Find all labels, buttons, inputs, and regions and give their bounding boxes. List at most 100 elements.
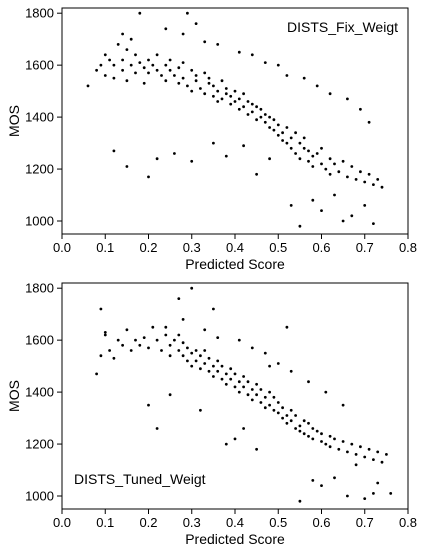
bottom-data-point — [203, 349, 207, 352]
top-data-point — [276, 63, 280, 67]
bottom-data-point — [199, 408, 202, 412]
bottom-data-point — [125, 328, 129, 332]
top-data-point — [328, 172, 332, 176]
bottom-data-point — [224, 442, 228, 446]
top-data-point — [328, 92, 332, 96]
bottom-data-point — [233, 437, 237, 441]
bottom-x-tick-label: 0.7 — [356, 515, 374, 530]
bottom-data-point — [246, 393, 250, 397]
top-data-point — [207, 76, 211, 80]
top-data-point — [315, 152, 319, 155]
bottom-data-point — [302, 432, 306, 436]
top-data-point — [103, 74, 107, 77]
bottom-data-point — [376, 450, 380, 454]
top-data-point — [224, 87, 228, 90]
bottom-data-point — [268, 364, 271, 368]
bottom-data-point — [242, 427, 246, 430]
bottom-data-point — [229, 367, 233, 371]
bottom-data-point — [233, 385, 237, 389]
top-data-point — [328, 157, 332, 161]
top-data-point — [233, 100, 237, 103]
top-data-point — [272, 118, 276, 122]
bottom-x-tick-label: 0.6 — [312, 515, 330, 530]
top-data-point — [203, 92, 207, 96]
bottom-data-point — [212, 364, 215, 368]
top-data-point — [250, 53, 254, 57]
top-data-point — [350, 165, 354, 168]
bottom-data-point — [207, 369, 211, 373]
bottom-data-point — [315, 429, 319, 433]
top-data-point — [298, 224, 302, 228]
bottom-data-point — [341, 403, 345, 407]
top-data-point — [341, 219, 345, 223]
bottom-data-point — [229, 377, 233, 381]
top-y-tick-label: 1200 — [25, 162, 54, 177]
top-data-point — [324, 167, 328, 171]
top-x-tick-label: 0.4 — [226, 240, 244, 255]
top-data-point — [121, 58, 124, 62]
bottom-data-point — [242, 385, 246, 389]
top-data-point — [121, 68, 124, 72]
bottom-data-point — [194, 349, 198, 352]
bottom-data-point — [255, 382, 258, 386]
bottom-data-point — [363, 455, 367, 459]
top-data-point — [103, 53, 107, 57]
top-data-point — [168, 58, 172, 62]
top-data-point — [315, 84, 319, 88]
top-x-tick-label: 0.8 — [399, 240, 417, 255]
bottom-data-point — [346, 494, 349, 498]
top-data-point — [112, 149, 116, 153]
top-data-point — [346, 175, 349, 179]
bottom-data-point — [311, 427, 315, 430]
top-data-point — [134, 53, 137, 57]
top-data-point — [294, 152, 297, 155]
top-data-point — [212, 84, 215, 88]
top-data-point — [134, 71, 137, 75]
top-data-point — [359, 107, 362, 111]
top-data-point — [263, 120, 267, 124]
top-data-point — [276, 123, 280, 127]
bottom-data-point — [281, 416, 284, 420]
bottom-data-point — [289, 369, 293, 373]
top-data-point — [224, 154, 228, 158]
top-data-point — [121, 32, 124, 36]
top-data-point — [138, 61, 142, 64]
bottom-data-point — [298, 429, 302, 433]
bottom-data-point — [216, 359, 220, 363]
bottom-data-point — [268, 403, 271, 407]
top-data-point — [302, 146, 306, 150]
bottom-data-point — [147, 346, 150, 350]
bottom-data-point — [298, 424, 302, 428]
bottom-data-point — [389, 492, 393, 495]
top-x-tick-label: 0.5 — [269, 240, 287, 255]
bottom-data-point — [307, 434, 310, 438]
top-data-point — [250, 102, 254, 106]
bottom-data-point — [242, 375, 246, 378]
bottom-data-point — [354, 453, 358, 456]
bottom-data-point — [190, 364, 194, 368]
bottom-data-point — [285, 325, 289, 329]
top-x-tick-label: 0.1 — [96, 240, 114, 255]
top-data-point — [194, 79, 198, 83]
bottom-x-tick-label: 0.3 — [183, 515, 201, 530]
top-data-point — [177, 81, 181, 85]
bottom-x-tick-label: 0.1 — [96, 515, 114, 530]
top-data-point — [363, 180, 367, 184]
bottom-data-point — [250, 346, 254, 350]
bottom-data-point — [289, 408, 293, 412]
bottom-data-point — [151, 325, 155, 329]
top-data-point — [302, 76, 306, 80]
top-x-tick-label: 0.0 — [53, 240, 71, 255]
top-x-tick-label: 0.3 — [183, 240, 201, 255]
top-data-point — [237, 107, 241, 111]
bottom-data-point — [250, 398, 254, 402]
top-x-tick-label: 0.2 — [139, 240, 157, 255]
top-data-point — [281, 131, 284, 135]
top-data-point — [285, 126, 289, 129]
top-data-point — [376, 178, 380, 181]
top-data-point — [350, 214, 354, 218]
top-data-point — [246, 100, 250, 103]
top-data-point — [289, 204, 293, 207]
bottom-data-point — [190, 351, 194, 355]
bottom-data-point — [307, 380, 310, 384]
